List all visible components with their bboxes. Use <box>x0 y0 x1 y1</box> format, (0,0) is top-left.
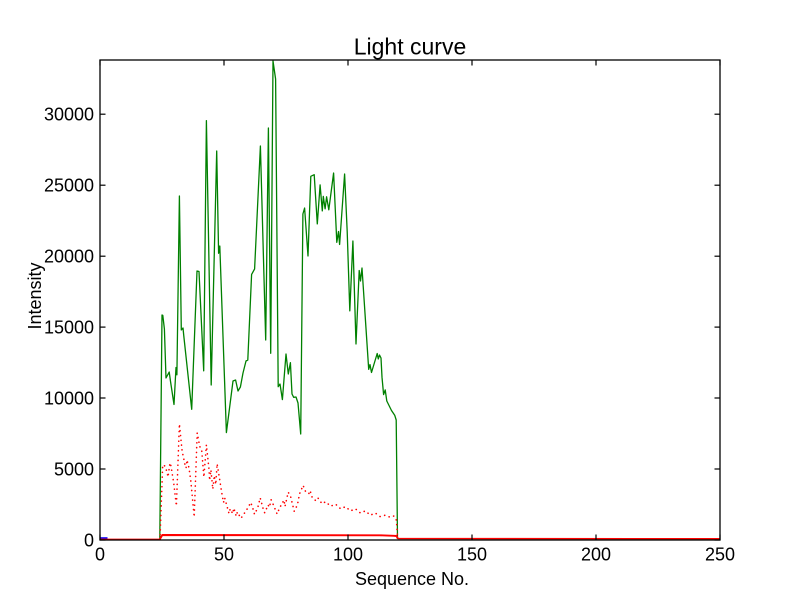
svg-text:20000: 20000 <box>44 247 94 267</box>
svg-text:5000: 5000 <box>54 459 94 479</box>
svg-text:150: 150 <box>457 545 487 565</box>
svg-text:15000: 15000 <box>44 317 94 337</box>
svg-text:0: 0 <box>95 545 105 565</box>
svg-text:Intensity: Intensity <box>25 262 45 329</box>
svg-text:0: 0 <box>84 530 94 550</box>
svg-text:100: 100 <box>333 545 363 565</box>
svg-text:Light curve: Light curve <box>354 34 467 60</box>
svg-text:10000: 10000 <box>44 388 94 408</box>
svg-text:250: 250 <box>705 545 735 565</box>
svg-text:Sequence No.: Sequence No. <box>355 569 469 589</box>
svg-text:30000: 30000 <box>44 105 94 125</box>
svg-text:200: 200 <box>581 545 611 565</box>
svg-text:50: 50 <box>214 545 234 565</box>
svg-text:25000: 25000 <box>44 176 94 196</box>
